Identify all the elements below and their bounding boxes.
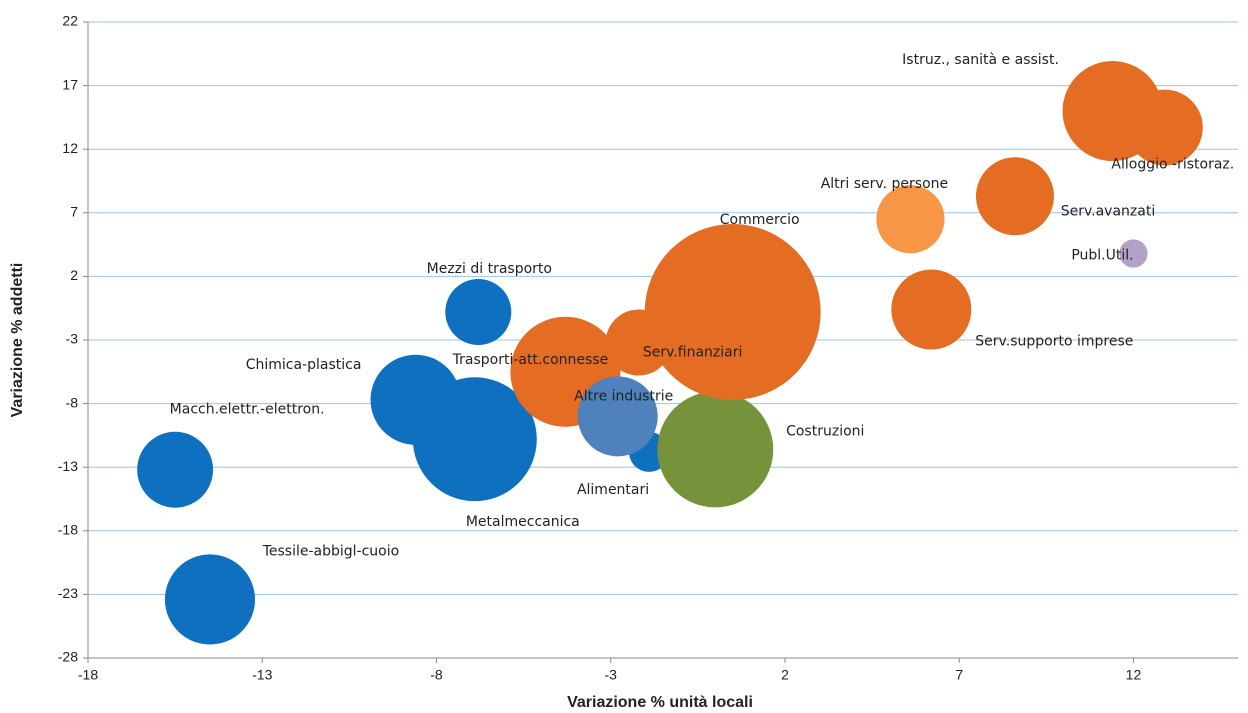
y-tick-label: 17 xyxy=(62,76,78,92)
x-tick-label: -3 xyxy=(605,667,618,683)
bubble xyxy=(1119,239,1148,268)
bubble-label: Chimica-plastica xyxy=(246,357,362,373)
bubble-label: Publ.Util. xyxy=(1071,248,1133,264)
bubble-label: Metalmeccanica xyxy=(466,514,580,530)
bubble xyxy=(657,391,774,508)
y-tick-label: -3 xyxy=(66,331,79,347)
y-tick-label: 22 xyxy=(62,13,78,29)
bubble xyxy=(891,269,972,350)
y-tick-label: -28 xyxy=(58,649,78,665)
bubble-label: Istruz., sanità e assist. xyxy=(902,52,1059,68)
bubble-label: Commercio xyxy=(720,212,800,228)
bubble-label: Mezzi di trasporto xyxy=(427,261,552,277)
bubble-label: Macch.elettr.-elettron. xyxy=(170,402,325,418)
x-tick-label: -13 xyxy=(252,667,272,683)
y-tick-label: -18 xyxy=(58,522,78,538)
x-tick-label: -8 xyxy=(430,667,443,683)
y-tick-label: 2 xyxy=(70,267,78,283)
bubble xyxy=(137,431,214,508)
bubble xyxy=(445,279,512,346)
bubble xyxy=(644,224,821,400)
bubble xyxy=(412,377,537,502)
x-tick-label: 12 xyxy=(1126,667,1142,683)
bubble xyxy=(975,157,1054,236)
y-tick-label: -13 xyxy=(58,458,78,474)
bubble-label: Serv.finanziari xyxy=(643,345,743,361)
bubble-label: Tessile-abbigl-cuoio xyxy=(262,543,399,559)
y-tick-label: 7 xyxy=(70,204,78,220)
bubble xyxy=(164,554,256,645)
x-tick-label: -18 xyxy=(78,667,98,683)
bubble-label: Costruzioni xyxy=(786,423,864,439)
y-tick-label: -23 xyxy=(58,585,78,601)
bubble-label: Alimentari xyxy=(577,482,649,498)
bubble-label: Altri serv. persone xyxy=(821,176,948,192)
bubble-label: Serv.supporto imprese xyxy=(975,333,1133,349)
y-tick-label: -8 xyxy=(66,394,79,410)
x-tick-label: 7 xyxy=(955,667,963,683)
bubble xyxy=(577,376,658,457)
y-tick-label: 12 xyxy=(62,140,78,156)
bubble-label: Altre industrie xyxy=(574,388,673,404)
x-tick-label: 2 xyxy=(781,667,789,683)
x-axis-title: Variazione % unità locali xyxy=(567,694,753,711)
y-axis-title: Variazione % addetti xyxy=(9,263,26,418)
bubble xyxy=(1126,89,1203,166)
bubble-label: Alloggio -ristoraz. xyxy=(1111,157,1234,173)
bubble xyxy=(876,185,945,254)
bubble-label: Serv.avanzati xyxy=(1061,203,1156,219)
bubble-label: Trasporti-att.connesse xyxy=(452,352,609,368)
